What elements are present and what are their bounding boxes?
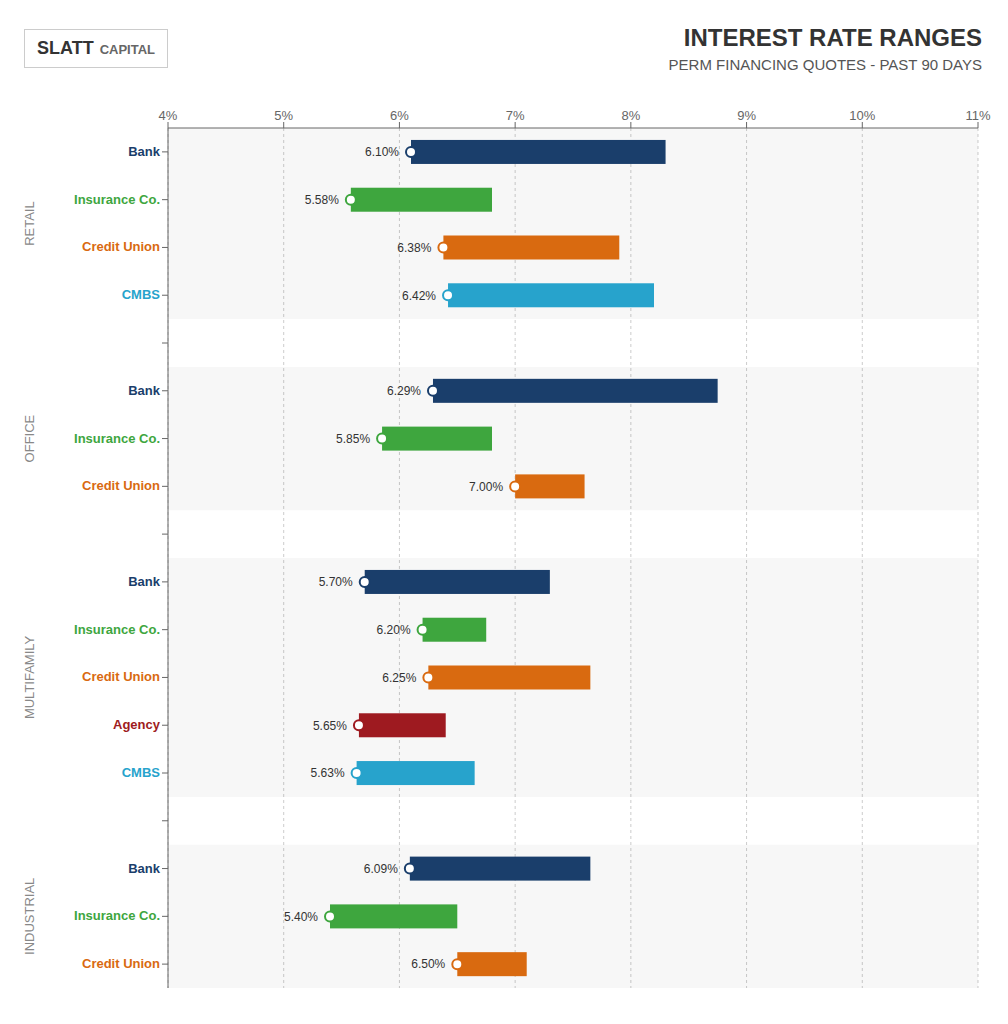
svg-text:8%: 8%: [621, 108, 640, 123]
svg-text:9%: 9%: [737, 108, 756, 123]
svg-text:RETAIL: RETAIL: [23, 201, 38, 246]
svg-text:5%: 5%: [274, 108, 293, 123]
svg-text:Bank: Bank: [128, 144, 161, 159]
svg-text:6.50%: 6.50%: [411, 957, 445, 971]
svg-text:7%: 7%: [506, 108, 525, 123]
svg-text:6.20%: 6.20%: [377, 623, 411, 637]
svg-text:CMBS: CMBS: [122, 287, 161, 302]
svg-text:5.40%: 5.40%: [284, 910, 318, 924]
svg-text:Bank: Bank: [128, 574, 161, 589]
svg-text:5.85%: 5.85%: [336, 432, 370, 446]
svg-text:10%: 10%: [849, 108, 875, 123]
svg-text:Insurance Co.: Insurance Co.: [74, 622, 160, 637]
svg-text:Credit Union: Credit Union: [82, 956, 160, 971]
svg-text:MULTIFAMILY: MULTIFAMILY: [23, 635, 38, 719]
svg-text:OFFICE: OFFICE: [23, 414, 38, 462]
svg-text:Insurance Co.: Insurance Co.: [74, 431, 160, 446]
svg-text:11%: 11%: [965, 108, 990, 123]
svg-text:6.29%: 6.29%: [387, 384, 421, 398]
svg-text:Bank: Bank: [128, 861, 161, 876]
svg-text:6%: 6%: [390, 108, 409, 123]
svg-text:6.25%: 6.25%: [382, 671, 416, 685]
html-text:INTEREST RATE RANGES: INTEREST RATE RANGES: [683, 23, 982, 51]
svg-text:4%: 4%: [159, 108, 178, 123]
svg-text:6.09%: 6.09%: [364, 862, 398, 876]
svg-text:5.70%: 5.70%: [319, 575, 353, 589]
html-text:SLATT CAPITAL: SLATT CAPITAL: [37, 37, 155, 58]
svg-text:Insurance Co.: Insurance Co.: [74, 908, 160, 923]
html-text:PERM FINANCING QUOTES - PAST 9: PERM FINANCING QUOTES - PAST 90 DAYS: [668, 55, 982, 73]
svg-text:5.58%: 5.58%: [305, 193, 339, 207]
svg-text:6.42%: 6.42%: [402, 289, 436, 303]
svg-text:6.10%: 6.10%: [365, 145, 399, 159]
svg-text:6.38%: 6.38%: [397, 241, 431, 255]
svg-text:Agency: Agency: [113, 717, 161, 732]
svg-text:5.65%: 5.65%: [313, 719, 347, 733]
svg-text:Credit Union: Credit Union: [82, 239, 160, 254]
svg-text:7.00%: 7.00%: [469, 480, 503, 494]
svg-text:INDUSTRIAL: INDUSTRIAL: [23, 878, 38, 955]
svg-text:Insurance Co.: Insurance Co.: [74, 192, 160, 207]
svg-text:CMBS: CMBS: [122, 765, 161, 780]
svg-text:Credit Union: Credit Union: [82, 669, 160, 684]
svg-text:Credit Union: Credit Union: [82, 478, 160, 493]
svg-text:5.63%: 5.63%: [311, 766, 345, 780]
svg-text:Bank: Bank: [128, 383, 161, 398]
